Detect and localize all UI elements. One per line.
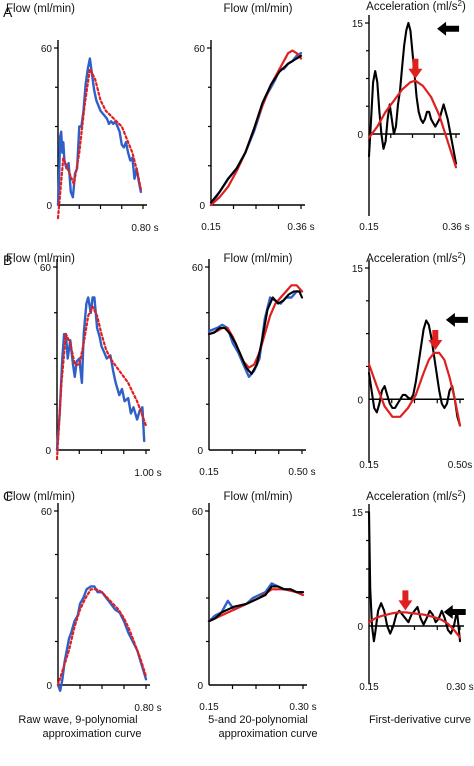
panel-b-flow-raw: Flow (ml/min)60 0 1.00 s <box>6 253 162 479</box>
panel-title: Flow (ml/min) <box>6 491 75 503</box>
red-arrow-icon <box>408 58 423 79</box>
panel-title: Flow (ml/min) <box>224 253 293 265</box>
series-line-smooth <box>367 351 462 427</box>
y-tick-label: 0 <box>197 446 203 457</box>
y-tick-label: 60 <box>41 507 53 518</box>
x-tick-label: 0.50 s <box>288 467 315 478</box>
x-tick-label: 0.50s <box>448 460 472 471</box>
panel-title: Flow (ml/min) <box>224 3 293 15</box>
series-line-smooth <box>207 588 305 623</box>
x-tick-label: 0.30 s <box>289 702 316 713</box>
panel-title: Flow (ml/min) <box>6 3 75 15</box>
series-line-raw <box>209 52 303 207</box>
caption-col1-line1: Raw wave, 9-polynomial <box>18 714 137 726</box>
y-tick-label: 0 <box>357 395 363 406</box>
y-tick-label: 0 <box>45 446 51 457</box>
red-arrow-icon <box>398 590 413 611</box>
red-arrow-icon <box>428 330 443 350</box>
panel-title: Flow (ml/min) <box>6 253 75 265</box>
y-tick-label: 15 <box>352 264 364 275</box>
series-line-black <box>367 510 462 643</box>
series-line-dotted <box>55 305 148 461</box>
panel-b-acceleration: Acceleration (ml/s2)15 0 0.15 0.50s <box>352 251 472 472</box>
y-tick-label: 60 <box>192 507 204 518</box>
panel-title: Acceleration (ml/s2) <box>366 0 466 13</box>
x-tick-label: 0.15 <box>359 460 379 471</box>
black-arrow-icon <box>437 21 460 36</box>
x-tick-label: 0.15 <box>201 222 221 233</box>
caption-col3: First-derivative curve <box>369 714 471 726</box>
x-tick-label: 0.36 s <box>442 222 469 233</box>
y-tick-label: 0 <box>46 681 52 692</box>
x-tick-label: 0.15 <box>199 467 219 478</box>
y-tick-label: 60 <box>41 44 53 55</box>
panel-a-flow-raw: Flow (ml/min) 60 0 0.80 s <box>6 3 159 234</box>
panel-a-acceleration: Acceleration (ml/s2)15 0 0.15 0.36 s <box>352 0 470 233</box>
y-tick-label: 0 <box>46 201 52 212</box>
y-tick-label: 0 <box>199 201 205 212</box>
series-line-dotted <box>56 588 148 687</box>
series-line-black <box>209 54 303 204</box>
series-line-smooth <box>207 284 304 369</box>
x-tick-label: 0.80 s <box>131 223 158 234</box>
x-tick-label: 0.30 s <box>446 682 473 693</box>
x-tick-label: 0.15 <box>199 702 219 713</box>
black-arrow-icon <box>445 312 468 327</box>
x-tick-label: 0.80 s <box>134 703 161 714</box>
y-tick-label: 60 <box>194 44 206 55</box>
series-line-raw <box>56 585 148 692</box>
panel-c-acceleration: Acceleration (ml/s2)15 0 0.15 0.30 s <box>352 489 474 694</box>
caption-col2-line2: approximation curve <box>218 728 317 740</box>
series-line-black <box>367 319 462 427</box>
series-line-smooth <box>367 611 462 639</box>
panel-a-flow-fit: Flow (ml/min) 60 0 0.15 0.36 s <box>194 3 315 233</box>
caption-col1-line2: approximation curve <box>42 728 141 740</box>
series-line-black <box>207 585 305 623</box>
row-label-c: C <box>3 488 13 504</box>
row-label-a: A <box>3 4 13 20</box>
panel-title: Flow (ml/min) <box>224 491 293 503</box>
y-tick-label: 15 <box>352 508 364 519</box>
x-tick-label: 1.00 s <box>134 468 161 479</box>
y-tick-label: 0 <box>197 681 203 692</box>
x-tick-label: 0.15 <box>359 222 379 233</box>
y-tick-label: 60 <box>40 263 52 274</box>
series-line-black <box>207 290 304 375</box>
caption-col2-line1: 5-and 20-polynomial <box>208 714 308 726</box>
panel-c-flow-raw: Flow (ml/min) 60 0 0.80 s <box>6 491 162 714</box>
series-line-raw <box>56 57 143 207</box>
panel-title: Acceleration (ml/s2) <box>366 489 466 504</box>
x-tick-label: 0.36 s <box>287 222 314 233</box>
panel-b-flow-fit: Flow (ml/min) 60 0 0.15 0.50 s <box>192 253 316 478</box>
series-line-smooth <box>367 79 458 169</box>
y-tick-label: 15 <box>352 19 364 30</box>
y-tick-label: 0 <box>357 622 363 633</box>
panel-title: Acceleration (ml/s2) <box>366 251 466 266</box>
black-arrow-icon <box>443 605 466 620</box>
y-tick-label: 60 <box>192 263 204 274</box>
series-line-raw <box>55 296 146 452</box>
row-label-b: B <box>3 252 12 268</box>
y-tick-label: 0 <box>357 130 363 141</box>
panel-c-flow-fit: Flow (ml/min) 60 0 0.15 0.30 s <box>192 491 317 713</box>
series-line-dotted <box>56 67 142 220</box>
series-line-black <box>367 21 458 165</box>
x-tick-label: 0.15 <box>359 682 379 693</box>
